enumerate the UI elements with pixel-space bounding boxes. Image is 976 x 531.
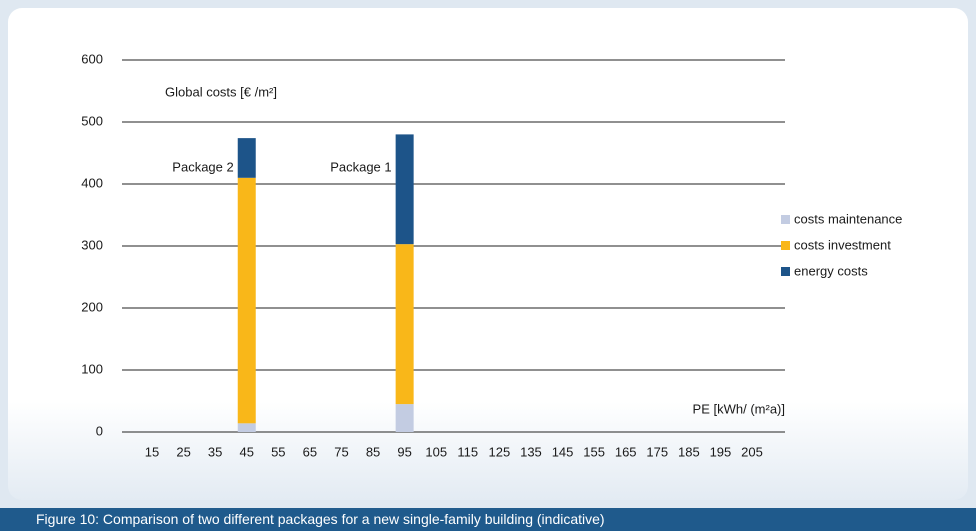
x-tick-label: 65 [303,444,317,459]
legend-label: energy costs [794,263,868,278]
x-tick-label: 195 [710,444,732,459]
x-tick-label: 55 [271,444,285,459]
x-tick-label: 85 [366,444,380,459]
legend-label: costs investment [794,237,891,252]
x-tick-label: 75 [334,444,348,459]
x-axis-label: PE [kWh/ (m²a)] [693,401,785,416]
bar-segment [395,404,414,432]
legend-swatch [781,267,790,276]
y-tick-label: 0 [96,423,103,438]
bar-segment [237,177,256,424]
x-tick-label: 125 [489,444,511,459]
x-tick-label: 185 [678,444,700,459]
x-tick-label: 35 [208,444,222,459]
panel [8,8,968,500]
legend-swatch [781,241,790,250]
y-tick-label: 200 [81,299,103,314]
x-tick-label: 105 [425,444,447,459]
y-tick-label: 100 [81,361,103,376]
x-tick-label: 115 [457,444,478,459]
x-tick-label: 175 [646,444,668,459]
bar-segment [237,423,256,432]
x-tick-label: 205 [741,444,763,459]
annotation: Package 1 [330,159,391,174]
x-tick-label: 25 [176,444,190,459]
x-tick-label: 15 [145,444,159,459]
x-tick-label: 165 [615,444,637,459]
caption: Figure 10: Comparison of two different p… [0,508,976,531]
y-axis-label: Global costs [€ /m²] [165,84,277,99]
bar-segment [237,138,256,178]
x-tick-label: 45 [240,444,254,459]
chart: Global costs [€ /m²] PE [kWh/ (m²a)] 0 10… [8,8,968,500]
legend-label: costs maintenance [794,211,902,226]
x-tick-label: 155 [583,444,605,459]
x-tick-label: 95 [397,444,411,459]
y-tick-label: 500 [81,113,103,128]
y-tick-label: 300 [81,237,103,252]
x-tick-label: 135 [520,444,542,459]
y-tick-label: 600 [81,51,103,66]
annotation: Package 2 [172,159,233,174]
legend-swatch [781,215,790,224]
bar-segment [395,244,414,405]
y-tick-label: 400 [81,175,103,190]
bar-segment [395,134,414,245]
x-tick-label: 145 [552,444,574,459]
